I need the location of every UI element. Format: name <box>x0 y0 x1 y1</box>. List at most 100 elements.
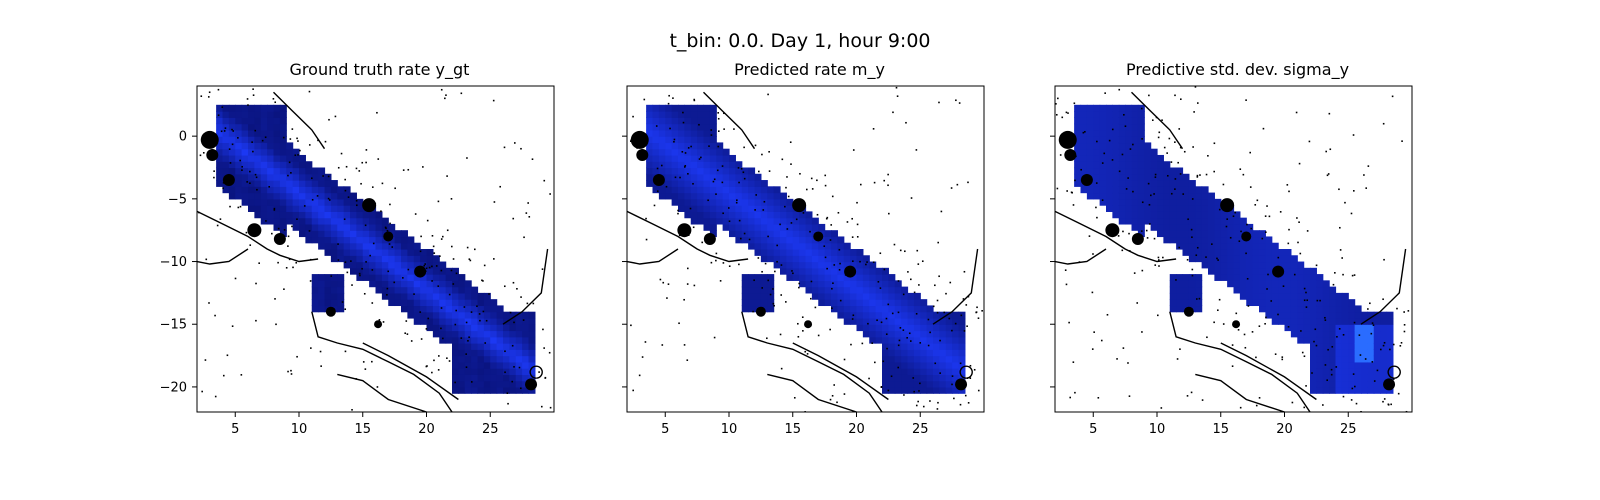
heatmap-cell <box>888 386 896 394</box>
heatmap-cell <box>1074 123 1082 131</box>
heatmap-cell <box>1380 343 1388 350</box>
heatmap-cell <box>1246 292 1254 300</box>
map-dot <box>220 130 223 133</box>
heatmap-cell <box>671 198 679 206</box>
heatmap-cell <box>1188 198 1196 206</box>
figure-title: t_bin: 0.0. Day 1, hour 9:00 <box>669 30 931 52</box>
heatmap-cell <box>939 336 947 344</box>
map-dot <box>543 347 545 349</box>
map-dot <box>1339 249 1342 251</box>
map-dot <box>1183 150 1186 153</box>
map-dot <box>427 317 430 320</box>
heatmap-cell <box>690 104 698 112</box>
heatmap-cell <box>1227 211 1235 219</box>
map-dot <box>473 248 476 251</box>
heatmap-cell <box>452 299 459 307</box>
map-dot <box>969 364 972 367</box>
map-dot <box>288 161 291 164</box>
map-dot <box>735 201 738 204</box>
heatmap-cell <box>490 355 498 363</box>
heatmap-cell <box>1310 324 1317 332</box>
map-dot <box>358 272 361 275</box>
heatmap-cell <box>401 267 408 275</box>
heatmap-cell <box>646 161 654 169</box>
map-dot <box>880 386 883 388</box>
heatmap-cell <box>1284 249 1292 256</box>
map-dot <box>943 311 946 314</box>
heatmap-cell <box>888 349 896 357</box>
heatmap-cell <box>1329 305 1337 313</box>
heatmap-cell <box>652 129 660 137</box>
heatmap-cell <box>1106 167 1113 175</box>
heatmap-cell <box>1080 161 1088 169</box>
map-dot <box>904 250 906 253</box>
heatmap-cell <box>741 192 749 200</box>
map-dot <box>939 339 941 342</box>
map-dot <box>255 319 257 322</box>
heatmap-cell <box>1169 230 1177 238</box>
heatmap-cell <box>1188 180 1196 187</box>
heatmap-cell <box>324 242 332 250</box>
heatmap-cell <box>780 198 787 206</box>
map-dot <box>1326 174 1329 177</box>
map-dot <box>460 92 463 95</box>
map-dot <box>723 128 725 130</box>
heatmap-cell <box>267 173 275 181</box>
heatmap-cell <box>894 386 902 394</box>
heatmap-cell <box>958 361 966 369</box>
map-dot <box>1254 204 1257 206</box>
heatmap-cell <box>1386 311 1394 319</box>
heatmap-cell <box>1086 123 1094 131</box>
heatmap-cell <box>254 117 262 125</box>
heatmap-cell <box>1195 242 1203 250</box>
map-dot <box>1196 246 1199 249</box>
heatmap-cell <box>1131 154 1139 162</box>
heatmap-cell <box>690 154 698 162</box>
heatmap-cell <box>350 261 357 269</box>
heatmap-cell <box>748 186 756 194</box>
heatmap-cell <box>318 186 326 194</box>
heatmap-cell <box>388 274 396 281</box>
heatmap-cell <box>1322 330 1330 338</box>
heatmap-cell <box>1131 161 1139 169</box>
heatmap-cell <box>477 292 485 300</box>
heatmap-cell <box>920 374 928 382</box>
heatmap-cell <box>1137 211 1145 219</box>
heatmap-cell <box>869 274 877 281</box>
map-dot <box>466 246 469 249</box>
heatmap-cell <box>458 274 466 281</box>
heatmap-cell <box>439 280 447 288</box>
map-dot <box>1239 168 1242 170</box>
heatmap-cell <box>1208 261 1215 269</box>
heatmap-cell <box>1112 129 1120 137</box>
map-dot <box>1250 227 1253 230</box>
map-dot <box>1305 306 1308 308</box>
heatmap-cell <box>760 236 768 244</box>
heatmap-cell <box>1367 336 1375 344</box>
map-dot <box>867 322 869 325</box>
map-dot <box>877 280 880 283</box>
heatmap-cell <box>267 180 275 187</box>
heatmap-cell <box>1303 317 1311 325</box>
heatmap-cell <box>811 274 819 281</box>
heatmap-cell <box>1329 324 1337 332</box>
map-dot <box>228 148 231 150</box>
heatmap-cell <box>1074 173 1082 181</box>
map-blob <box>414 265 427 278</box>
map-dot <box>1127 362 1129 364</box>
heatmap-cell <box>665 123 673 131</box>
heatmap-cell <box>1233 261 1241 269</box>
heatmap-cell <box>882 324 889 332</box>
heatmap-cell <box>684 180 692 187</box>
map-dot <box>666 297 668 299</box>
map-dot <box>275 323 277 326</box>
heatmap-cell <box>388 286 396 294</box>
heatmap-cell <box>216 123 224 131</box>
heatmap-cell <box>305 230 313 238</box>
map-dot <box>1264 322 1266 325</box>
heatmap-cell <box>1074 180 1082 187</box>
heatmap-cell <box>1259 242 1266 250</box>
heatmap-cell <box>1074 154 1082 162</box>
map-dot <box>1218 208 1221 211</box>
